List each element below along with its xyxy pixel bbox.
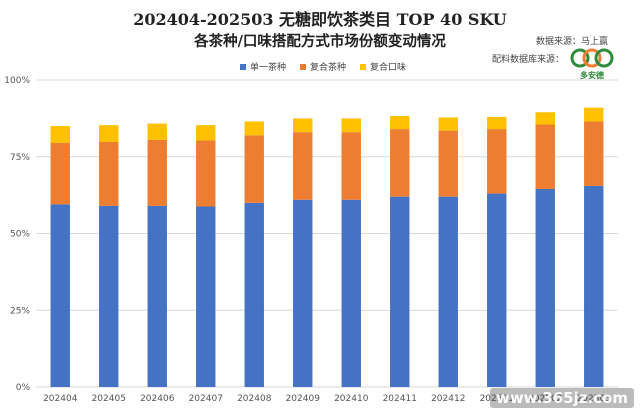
bar-segment-compound-flavor bbox=[50, 126, 70, 143]
bar-segment-single bbox=[293, 199, 313, 387]
y-tick-label: 25% bbox=[10, 306, 30, 316]
bar-segment-compound-flavor bbox=[487, 116, 507, 130]
bar-segment-compound-flavor bbox=[438, 117, 458, 131]
y-tick-label: 50% bbox=[10, 230, 30, 240]
legend-label-single: 单一茶种 bbox=[250, 63, 287, 73]
x-tick-label: 202412 bbox=[431, 394, 465, 404]
bar-segment-compound-flavor bbox=[99, 125, 119, 143]
bar-segment-compound-tea bbox=[390, 129, 410, 197]
chart-title: 202404-202503 无糖即饮茶类目 TOP 40 SKU bbox=[133, 10, 507, 29]
bar-segment-compound-flavor bbox=[535, 112, 555, 125]
x-tick-label: 202502 bbox=[528, 394, 562, 404]
bar-segment-compound-tea bbox=[99, 142, 119, 206]
brand-logo-icon bbox=[570, 48, 614, 68]
legend: 单一茶种 复合茶种 复合口味 bbox=[240, 60, 406, 73]
legend-swatch-compound-tea bbox=[300, 63, 307, 70]
bar-segment-single bbox=[244, 202, 264, 387]
x-tick-label: 202406 bbox=[140, 394, 175, 404]
legend-swatch-single bbox=[240, 63, 246, 70]
x-tick-label: 202410 bbox=[334, 394, 369, 404]
watermark: www.365jz.com bbox=[489, 388, 634, 408]
logo-text: 多安德 bbox=[580, 71, 604, 80]
x-tick-label: 202407 bbox=[189, 394, 223, 404]
bar-segment-single bbox=[535, 188, 555, 387]
bar-segment-compound-tea bbox=[196, 140, 216, 207]
bar-segment-compound-tea bbox=[584, 121, 604, 186]
chart-subtitle: 各茶种/口味搭配方式市场份额变动情况 bbox=[194, 33, 446, 50]
legend-swatch-compound-flavor bbox=[360, 63, 367, 70]
legend-label-compound-flavor: 复合口味 bbox=[370, 63, 407, 73]
bar-segment-compound-flavor bbox=[196, 125, 216, 141]
legend-item-compound-flavor: 复合口味 bbox=[360, 60, 406, 73]
bar-segment-compound-flavor bbox=[147, 123, 167, 140]
bar-segment-single bbox=[341, 199, 361, 387]
y-tick-label: 75% bbox=[10, 153, 30, 163]
x-tick-label: 202503 bbox=[577, 394, 611, 404]
x-tick-label: 202405 bbox=[92, 394, 126, 404]
legend-label-compound-tea: 复合茶种 bbox=[310, 63, 347, 73]
legend-item-compound-tea: 复合茶种 bbox=[300, 60, 346, 73]
x-tick-label: 202404 bbox=[43, 394, 78, 404]
bar-segment-compound-flavor bbox=[584, 107, 604, 122]
bar-segment-compound-tea bbox=[341, 132, 361, 200]
bar-segment-single bbox=[147, 205, 167, 387]
bar-segment-single bbox=[99, 205, 119, 387]
bar-segment-single bbox=[50, 204, 70, 387]
x-tick-label: 202411 bbox=[383, 394, 417, 404]
bar-segment-compound-flavor bbox=[244, 121, 264, 136]
bar-segment-compound-flavor bbox=[293, 118, 313, 133]
bar-segment-compound-flavor bbox=[341, 118, 361, 133]
y-tick-label: 0% bbox=[16, 383, 31, 393]
bar-segment-compound-tea bbox=[244, 135, 264, 203]
bar-segment-single bbox=[390, 196, 410, 387]
y-tick-label: 100% bbox=[4, 76, 30, 86]
source-label-2: 配料数据库来源： bbox=[491, 55, 564, 65]
source-label: 数据来源：马上赢 bbox=[535, 37, 608, 47]
bar-segment-compound-flavor bbox=[390, 115, 410, 130]
bar-segment-compound-tea bbox=[147, 139, 167, 206]
bar-segment-single bbox=[438, 196, 458, 387]
bar-segment-compound-tea bbox=[438, 130, 458, 197]
x-tick-label: 202408 bbox=[237, 394, 272, 404]
bar-segment-single bbox=[196, 206, 216, 387]
x-tick-label: 202501 bbox=[480, 394, 514, 404]
x-tick-label: 202409 bbox=[286, 394, 321, 404]
bar-segment-single bbox=[487, 193, 507, 387]
bar-segment-compound-tea bbox=[50, 142, 70, 205]
bar-segment-compound-tea bbox=[535, 124, 555, 189]
bar-segment-single bbox=[584, 185, 604, 387]
legend-item-single: 单一茶种 bbox=[240, 60, 286, 73]
bar-segment-compound-tea bbox=[293, 132, 313, 200]
bar-segment-compound-tea bbox=[487, 129, 507, 194]
